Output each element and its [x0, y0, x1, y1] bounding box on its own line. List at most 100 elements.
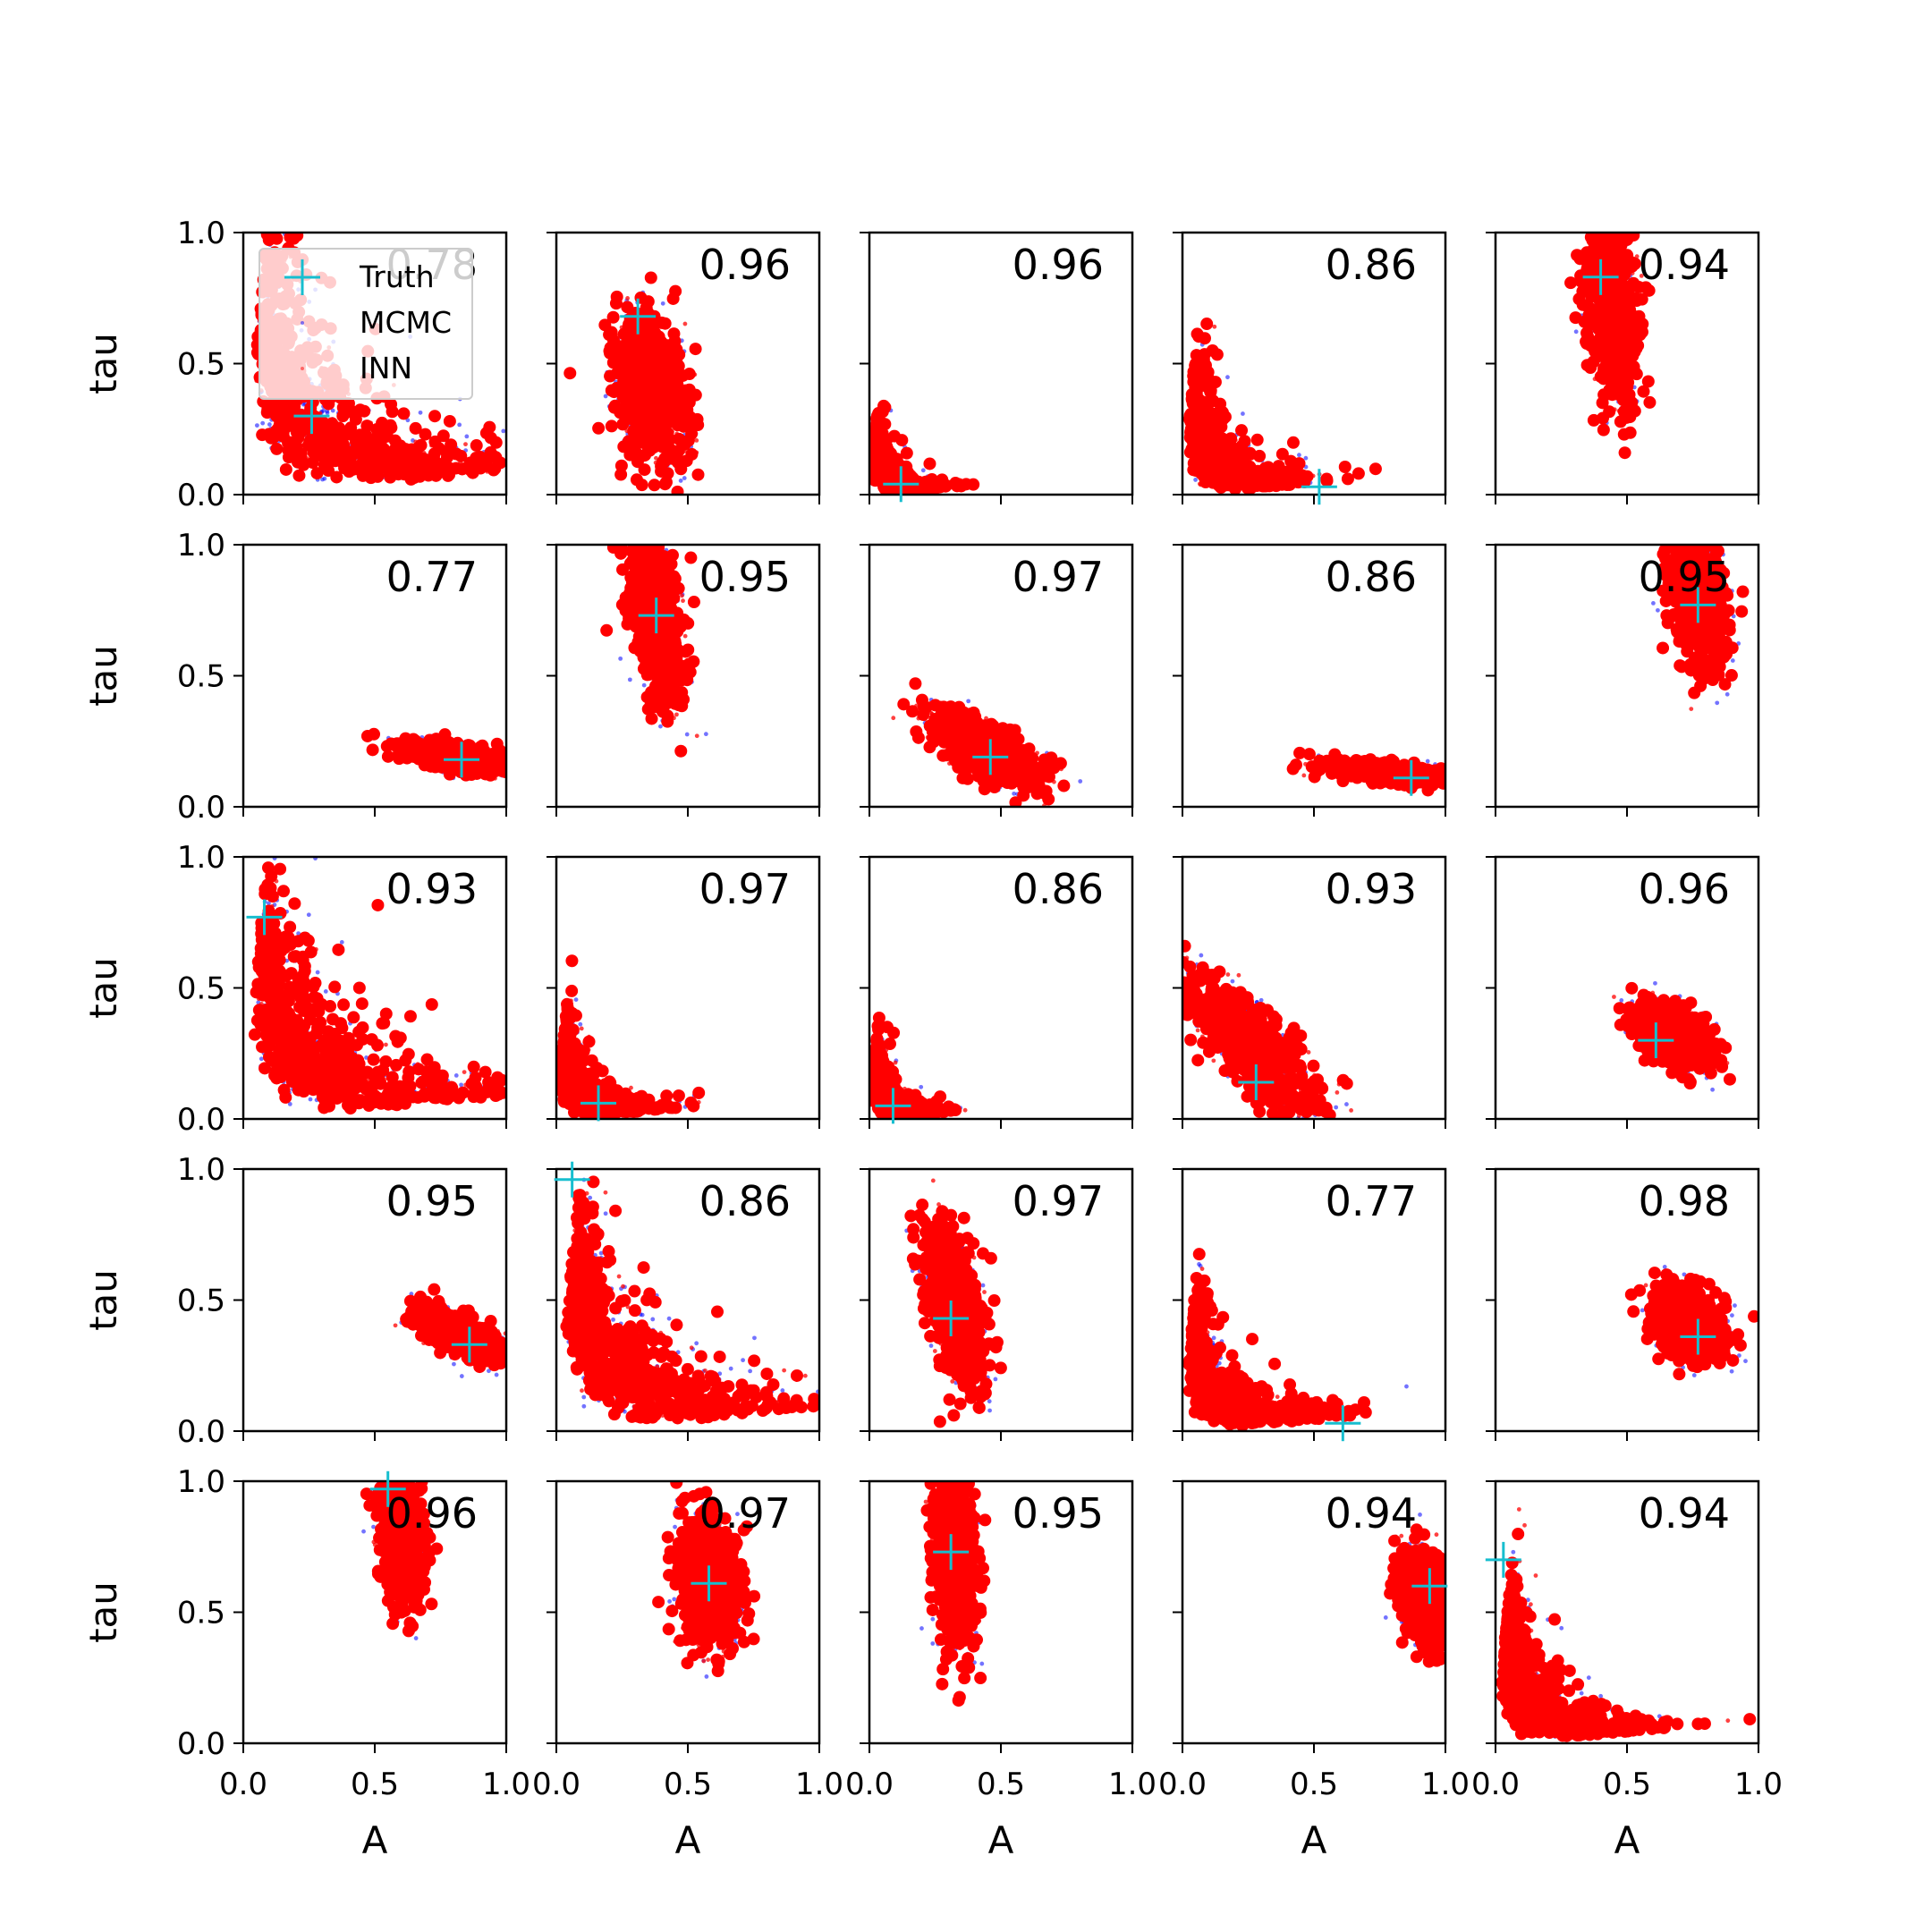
inn-density: [483, 420, 496, 434]
mcmc-point: [457, 422, 462, 428]
inn-density: [606, 310, 620, 324]
inn-density: [303, 435, 317, 448]
mcmc-point: [322, 476, 327, 481]
inn-density: [344, 421, 358, 435]
inn-density: [598, 318, 612, 332]
truth-marker: [883, 466, 919, 503]
mcmc-point: [260, 420, 266, 426]
inn-density: [869, 428, 882, 441]
mcmc-point: [1303, 455, 1309, 461]
inn-density: [277, 401, 291, 414]
mcmc-point: [682, 476, 687, 480]
inn-density: [655, 464, 668, 478]
inn-density: [404, 472, 418, 486]
inn-density: [871, 450, 885, 463]
inn-density: [640, 435, 654, 448]
inn-density: [352, 434, 365, 447]
inn-density: [292, 469, 306, 482]
inn-density: [644, 271, 657, 284]
subplot-1-2: 0.96: [547, 231, 821, 504]
inn-density: [270, 233, 284, 245]
inn-density: [885, 468, 898, 481]
inn-density: [666, 292, 680, 305]
inn-density: [409, 421, 422, 435]
inn-density: [419, 428, 432, 441]
inn-density: [682, 434, 695, 447]
y-tick-label: 1.0: [177, 216, 225, 251]
mcmc-point: [501, 428, 506, 434]
inn-density: [651, 416, 665, 429]
inn-density: [397, 407, 411, 420]
inn-density: [691, 468, 705, 481]
inn-density: [310, 467, 324, 480]
inn-density: [604, 369, 617, 383]
overlap-score: 0.96: [1013, 241, 1104, 289]
inn-density: [330, 470, 343, 484]
inn-density: [671, 485, 684, 495]
inn-density: [607, 386, 621, 399]
inn-density: [318, 451, 331, 464]
inn-density: [876, 417, 889, 430]
inn-density: [443, 446, 456, 460]
inn-density: [341, 397, 354, 411]
inn-density: [290, 426, 303, 439]
inn-density: [279, 462, 292, 476]
inn-density: [651, 439, 665, 453]
inn-density: [322, 464, 335, 478]
mcmc-point: [920, 468, 926, 473]
inn-density: [260, 406, 274, 419]
inn-density: [603, 328, 616, 342]
subplot-1-3: 0.96: [860, 231, 1134, 504]
inn-density: [610, 290, 623, 303]
y-tick-label: 0.5: [177, 347, 225, 383]
inn-density: [612, 349, 625, 362]
inn-density: [638, 463, 651, 477]
inn-density: [360, 419, 374, 433]
inn-density: [330, 452, 343, 465]
inn-density: [668, 370, 682, 384]
inn-density: [292, 450, 305, 463]
sample-points: [869, 399, 980, 495]
inn-density: [358, 404, 371, 418]
inn-density: [487, 463, 500, 477]
inn-density: [344, 449, 358, 462]
inn-density: [282, 451, 295, 464]
inn-density: [936, 479, 950, 493]
inn-density: [362, 447, 376, 461]
inn-density: [443, 462, 456, 475]
inn-density: [608, 399, 622, 412]
inn-density: [319, 431, 333, 445]
inn-density: [631, 394, 644, 408]
inn-density: [673, 432, 686, 445]
inn-density: [640, 301, 653, 314]
inn-density: [605, 419, 618, 433]
inn-density: [689, 343, 702, 356]
inn-density: [682, 368, 696, 381]
inn-density: [636, 419, 649, 432]
inn-density: [685, 447, 699, 461]
mcmc-point: [1193, 478, 1199, 482]
inn-density: [642, 346, 656, 360]
inn-point: [625, 296, 631, 301]
inn-density: [665, 445, 679, 458]
inn-density: [399, 459, 412, 472]
inn-density: [428, 410, 442, 423]
inn-density: [923, 457, 936, 470]
mcmc-point: [1225, 375, 1230, 380]
mcmc-point: [418, 410, 423, 415]
inn-point: [463, 442, 468, 447]
inn-density: [291, 233, 304, 242]
inn-density: [386, 405, 399, 419]
mcmc-point: [330, 408, 335, 413]
inn-density: [564, 367, 577, 380]
inn-density: [265, 431, 278, 445]
inn-density: [454, 449, 468, 462]
inn-point: [1212, 324, 1217, 329]
inn-density: [373, 431, 386, 445]
y-tick-label: 0.0: [177, 478, 225, 513]
mcmc-point: [464, 434, 470, 439]
inn-density: [389, 442, 402, 455]
inn-density: [659, 476, 673, 489]
mcmc-point: [254, 423, 259, 428]
inn-density: [662, 402, 675, 416]
